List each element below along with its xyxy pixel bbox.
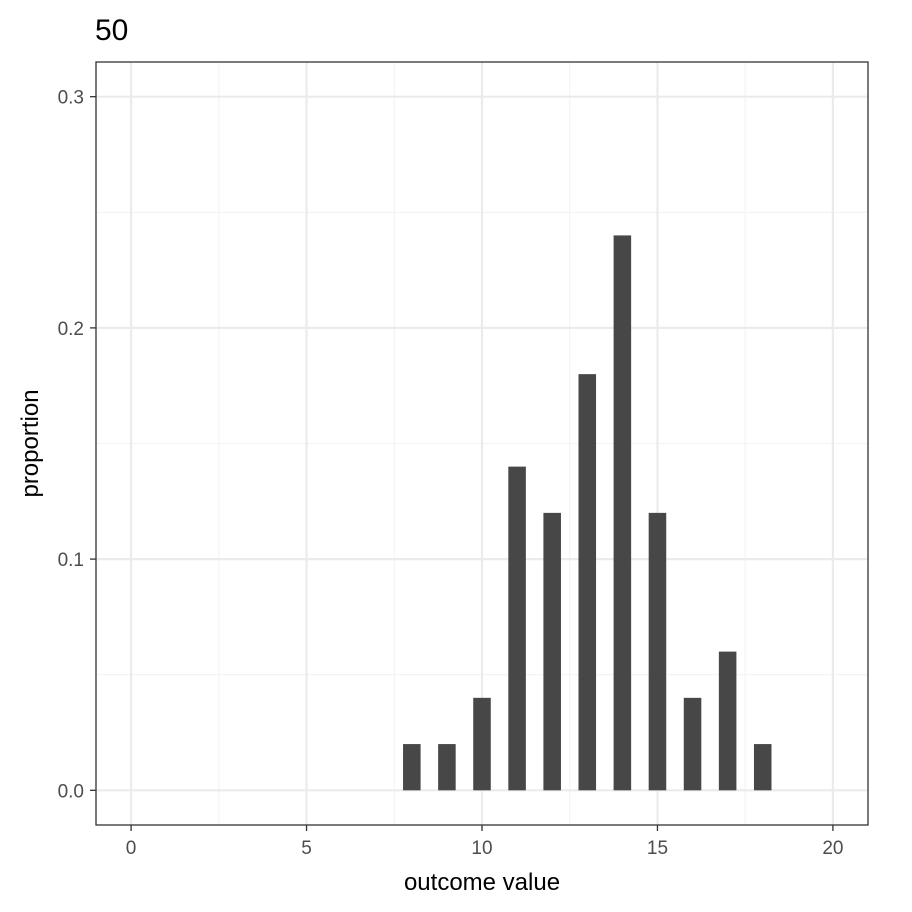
x-tick-label: 10 — [471, 838, 492, 859]
bar-outcome-9 — [438, 744, 456, 791]
bar-outcome-15 — [648, 512, 667, 791]
y-tick-label: 0.2 — [58, 319, 84, 340]
x-axis-title: outcome value — [404, 869, 560, 896]
axis-ticks: 0 5 10 15 20 0.0 0.1 0.2 0.3 — [58, 88, 844, 859]
bar-outcome-11 — [508, 466, 526, 791]
y-tick-label: 0.1 — [58, 550, 84, 571]
bar-outcome-10 — [473, 697, 491, 791]
chart-title: 50 — [95, 14, 128, 47]
x-tick-label: 0 — [126, 838, 137, 859]
bar-outcome-13 — [578, 374, 597, 791]
bar-outcome-14 — [613, 235, 632, 791]
y-axis-title: proportion — [17, 389, 44, 497]
x-tick-label: 5 — [301, 838, 312, 859]
y-tick-label: 0.0 — [58, 781, 84, 802]
bar-outcome-12 — [543, 512, 561, 791]
x-tick-label: 15 — [647, 838, 668, 859]
y-tick-label: 0.3 — [58, 88, 84, 109]
bar-outcome-8 — [403, 744, 421, 791]
bar-outcome-18 — [753, 744, 772, 791]
bars — [403, 235, 772, 791]
bar-outcome-16 — [683, 697, 702, 791]
x-tick-label: 20 — [822, 838, 843, 859]
bar-outcome-17 — [718, 651, 737, 791]
